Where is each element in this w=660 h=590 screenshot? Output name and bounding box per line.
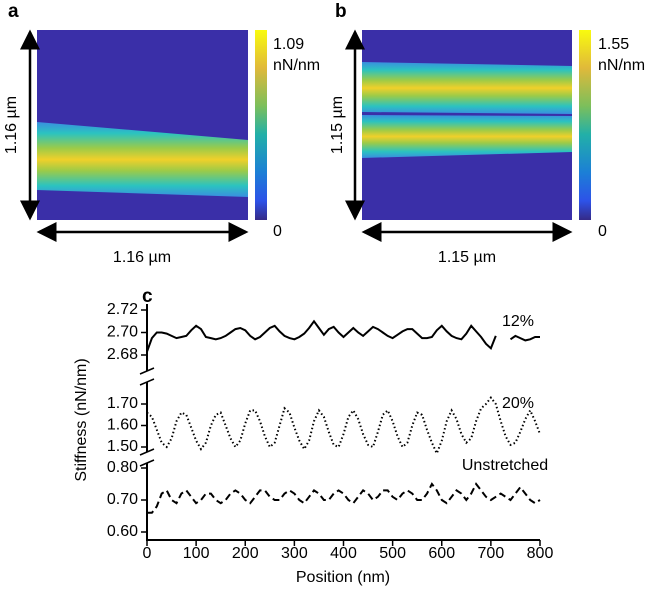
panel-label: b	[335, 1, 347, 22]
y-tick-label: 1.50	[107, 438, 138, 455]
axes	[139, 304, 540, 541]
colorbar-unit: nN/nm	[598, 57, 645, 74]
series-label: 12%	[502, 313, 534, 330]
series-line	[147, 482, 541, 514]
y-tick-label: 0.60	[107, 523, 138, 540]
y-tick-label: 2.68	[107, 346, 138, 363]
y-tick-label: 0.70	[107, 491, 138, 508]
x-tick-label: 600	[428, 545, 455, 562]
x-tick-label: 100	[183, 545, 210, 562]
colorbar-label: 1.09	[273, 36, 304, 53]
x-tick-label: 400	[330, 545, 357, 562]
y-tick-label: 1.70	[107, 395, 138, 412]
y-tick-label: 0.80	[107, 459, 138, 476]
panel-label: c	[142, 286, 153, 307]
x-scale-label: 1.16 µm	[113, 249, 171, 266]
colorbar-unit: nN/nm	[273, 57, 320, 74]
colorbar	[579, 30, 591, 220]
x-tick-label: 500	[379, 545, 406, 562]
series-line	[146, 395, 541, 456]
series-label: Unstretched	[462, 457, 548, 474]
fiber	[362, 115, 572, 158]
y-tick-label: 2.72	[107, 301, 138, 318]
series-label: 20%	[502, 395, 534, 412]
x-tick-label: 0	[143, 545, 152, 562]
y-scale-label: 1.15 µm	[329, 96, 346, 154]
colorbar-label: 0	[273, 223, 282, 240]
x-axis-title: Position (nm)	[296, 569, 390, 586]
x-scale-label: 1.15 µm	[438, 249, 496, 266]
panel-label: a	[8, 1, 19, 22]
colorbar-label: 1.55	[598, 36, 629, 53]
x-tick-label: 700	[478, 545, 505, 562]
colorbar	[255, 30, 267, 220]
y-tick-label: 2.70	[107, 324, 138, 341]
x-tick-label: 800	[527, 545, 554, 562]
axis-break	[139, 367, 155, 467]
y-tick-label: 1.60	[107, 417, 138, 434]
y-axis-title: Stiffness (nN/nm)	[73, 358, 90, 481]
colorbar-label: 0	[598, 223, 607, 240]
fiber	[37, 122, 248, 197]
x-tick-label: 300	[281, 545, 308, 562]
axis-line	[146, 304, 540, 541]
x-tick-label: 200	[232, 545, 259, 562]
series-line	[146, 319, 540, 352]
y-scale-label: 1.16 µm	[3, 96, 20, 154]
fiber	[362, 62, 572, 114]
